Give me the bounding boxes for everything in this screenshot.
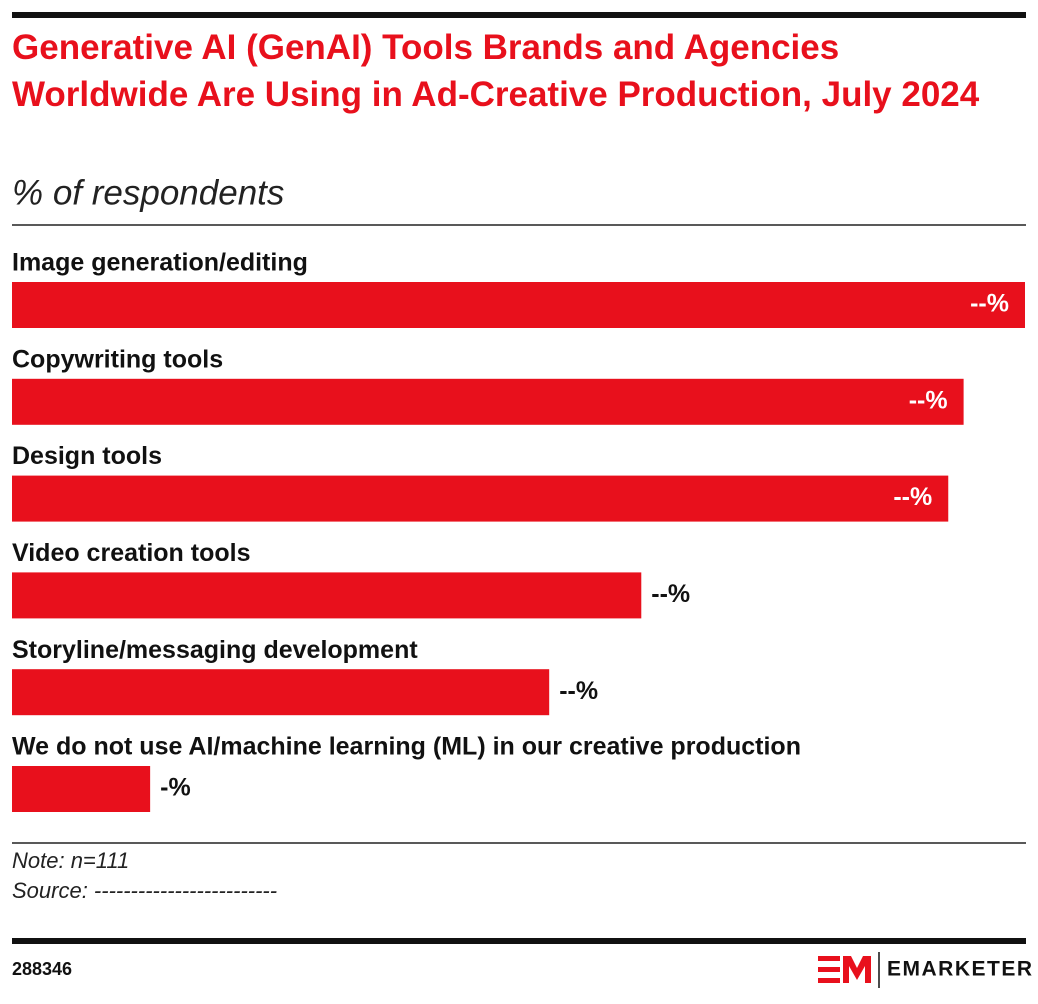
chart-id: 288346 [12,959,72,979]
category-label: We do not use AI/machine learning (ML) i… [12,733,801,761]
category-label: Design tools [12,442,162,470]
bar [12,282,1025,328]
bar [12,572,642,619]
brand: EMARKETER [887,958,1034,981]
source: Source: ------------------------- [12,878,277,903]
category-label: Storyline/messaging development [12,636,418,664]
bar [12,475,949,522]
top-rule [12,12,1026,18]
bottom-rule [12,938,1026,944]
bar [12,378,964,425]
chart-subtitle: % of respondents [12,173,284,212]
value-label: --% [651,580,690,608]
value-label: -% [160,774,191,802]
bar [12,669,550,716]
category-label: Copywriting tools [12,345,223,373]
category-label: Video creation tools [12,539,250,567]
logo [818,956,871,983]
category-label: Image generation/editing [12,249,308,277]
value-label: --% [909,386,948,414]
value-label: --% [893,483,932,511]
note: Note: n=111 [12,848,129,873]
value-label: --% [970,290,1009,318]
bar [12,766,151,812]
value-label: --% [559,677,598,705]
chart-title: Generative AI (GenAI) Tools Brands and A… [12,28,980,114]
